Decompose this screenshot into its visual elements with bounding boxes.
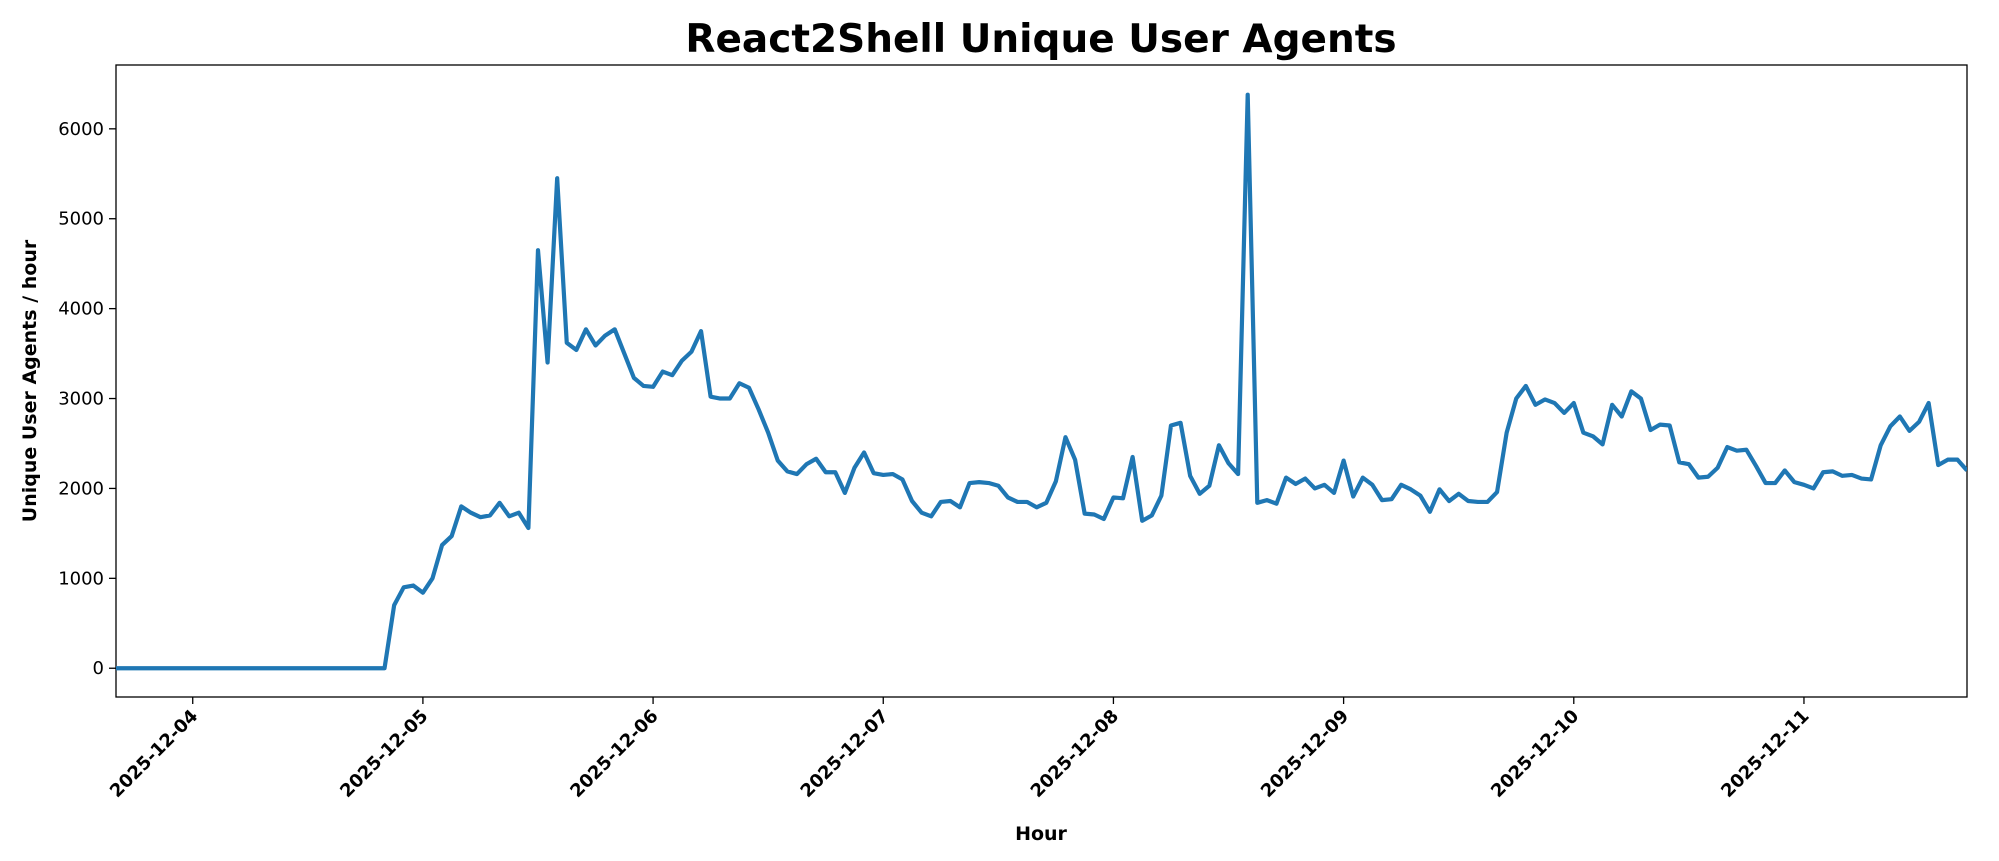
x-tick-label: 2025-12-04 xyxy=(106,706,202,802)
data-line xyxy=(116,92,1967,671)
x-tick-label: 2025-12-10 xyxy=(1487,706,1583,802)
plot-frame xyxy=(115,64,1968,698)
y-tick-label: 4000 xyxy=(58,299,104,320)
y-tick-label: 0 xyxy=(93,658,104,679)
y-tick-label: 1000 xyxy=(58,568,104,589)
x-tick-label: 2025-12-07 xyxy=(797,706,893,802)
x-tick-label: 2025-12-08 xyxy=(1027,706,1123,802)
x-axis-label: Hour xyxy=(1015,823,1067,845)
x-tick-label: 2025-12-09 xyxy=(1257,706,1353,802)
y-tick-label: 3000 xyxy=(58,389,104,410)
x-tick-label: 2025-12-11 xyxy=(1717,706,1813,802)
y-axis-label: Unique User Agents / hour xyxy=(19,239,41,522)
y-tick-label: 5000 xyxy=(58,209,104,230)
chart-title: React2Shell Unique User Agents xyxy=(685,17,1396,62)
x-tick-label: 2025-12-06 xyxy=(566,706,662,802)
x-tick-label: 2025-12-05 xyxy=(336,706,432,802)
y-tick-label: 6000 xyxy=(58,119,104,140)
y-tick-label: 2000 xyxy=(58,478,104,499)
